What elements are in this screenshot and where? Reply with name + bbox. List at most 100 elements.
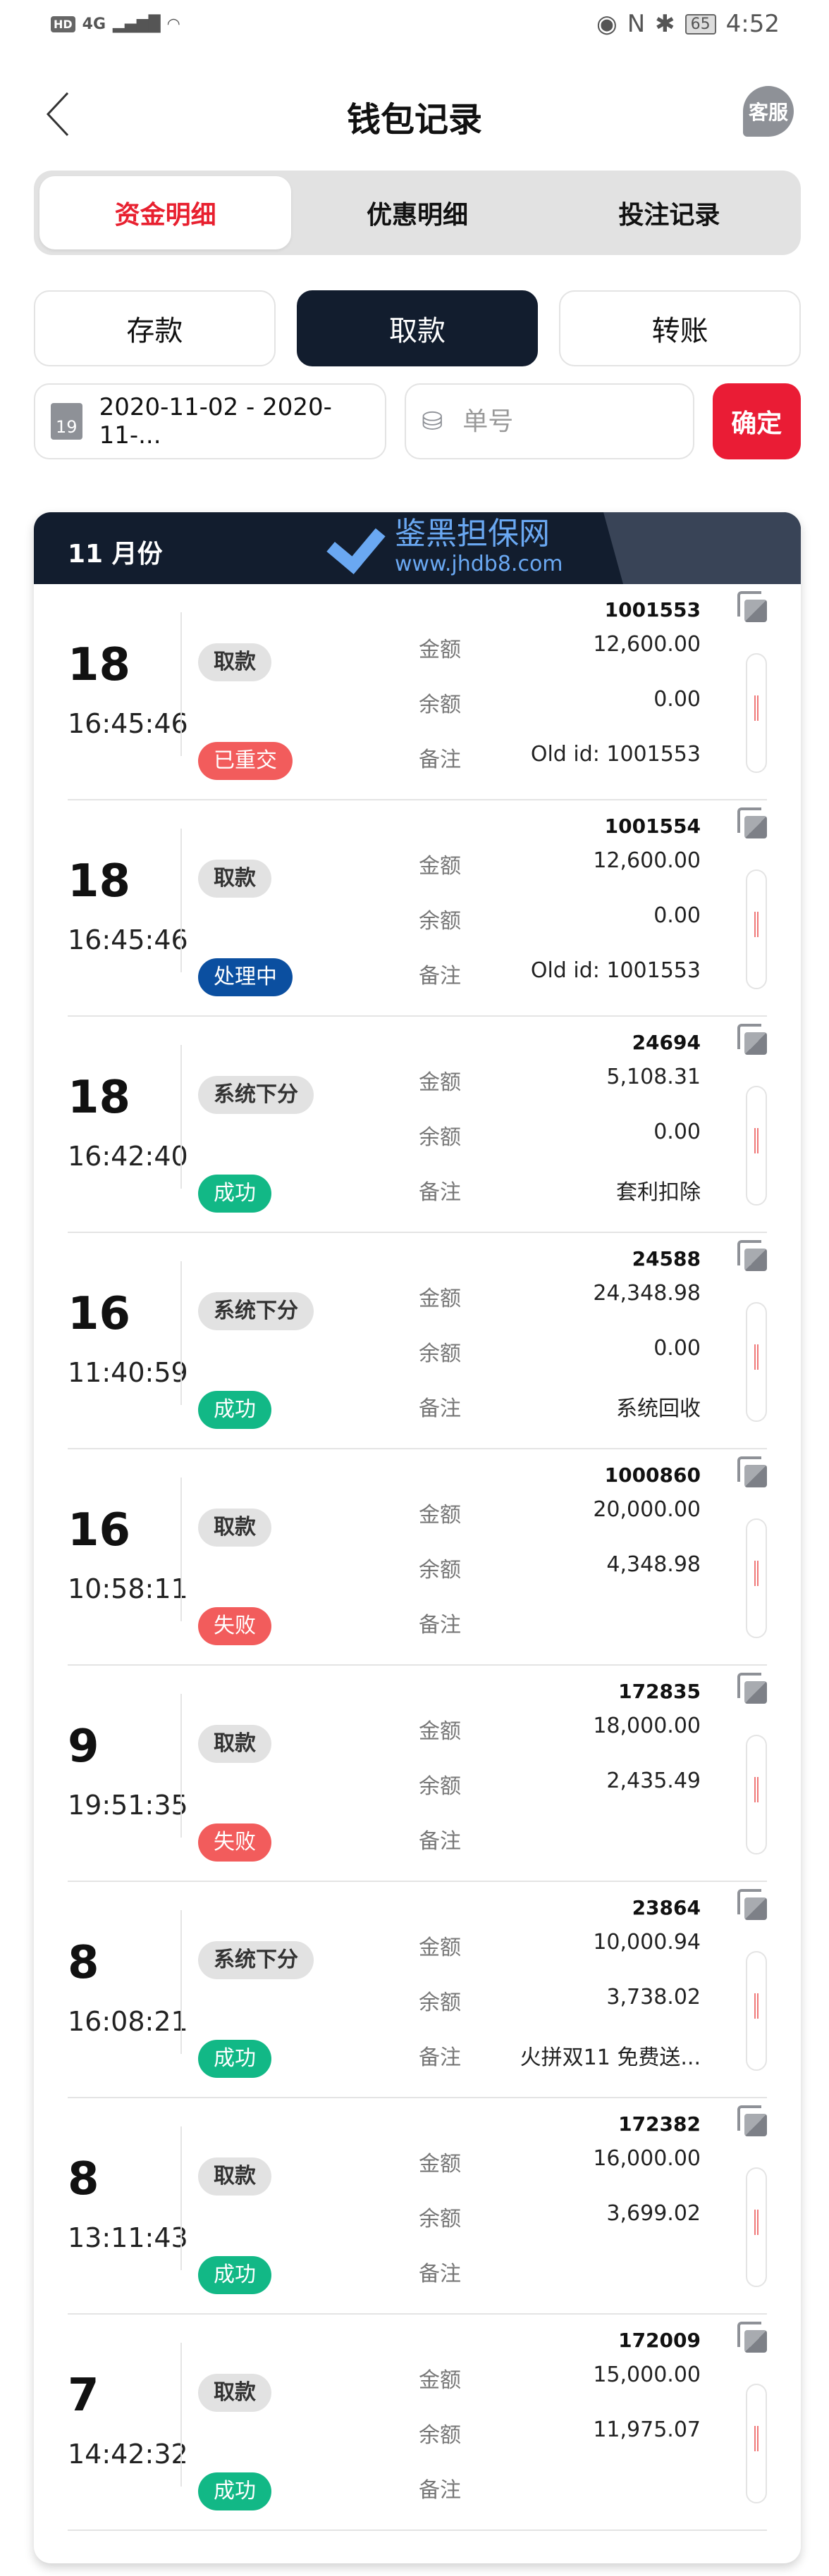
remark-label: 备注 bbox=[419, 1829, 461, 1854]
balance-value: 4,348.98 bbox=[606, 1552, 701, 1577]
back-icon[interactable] bbox=[45, 92, 73, 137]
status-badge: 已重交 bbox=[198, 742, 293, 780]
order-number: 172009 bbox=[618, 2329, 701, 2352]
tab-fund-details[interactable]: 资金明细 bbox=[39, 176, 292, 249]
amount-value: 15,000.00 bbox=[593, 2363, 701, 2387]
type-badge: 取款 bbox=[198, 643, 271, 681]
grip-icon bbox=[754, 2210, 759, 2235]
copy-icon[interactable] bbox=[737, 1673, 767, 1704]
record-row[interactable]: 16 11:40:59 系统下分 成功 24588 金额 余额 备注 24,34… bbox=[68, 1233, 767, 1449]
order-number: 23864 bbox=[632, 1896, 701, 1919]
amount-value: 10,000.94 bbox=[593, 1930, 701, 1955]
order-number: 1000860 bbox=[604, 1463, 701, 1487]
record-time: 13:11:43 bbox=[68, 2222, 188, 2253]
status-badge: 成功 bbox=[198, 2256, 271, 2294]
copy-icon[interactable] bbox=[737, 2105, 767, 2136]
divider bbox=[180, 2126, 182, 2270]
record-row[interactable]: 18 16:45:46 取款 已重交 1001553 金额 余额 备注 12,6… bbox=[68, 584, 767, 800]
copy-icon[interactable] bbox=[737, 1240, 767, 1271]
withdraw-button[interactable]: 取款 bbox=[296, 290, 539, 366]
order-number: 24694 bbox=[632, 1031, 701, 1054]
type-badge: 取款 bbox=[198, 860, 271, 898]
status-badge: 成功 bbox=[198, 1391, 271, 1429]
grip-icon bbox=[754, 1128, 759, 1153]
record-day: 7 bbox=[68, 2370, 99, 2422]
row-scroll-handle[interactable] bbox=[746, 1951, 767, 2071]
status-bar: HD 4G ▂▄▆█ ◠ ◉ N ✱ 65 4:52 bbox=[0, 0, 829, 56]
row-scroll-handle[interactable] bbox=[746, 869, 767, 989]
tab-promo-details[interactable]: 优惠明细 bbox=[366, 201, 468, 230]
type-badge: 取款 bbox=[198, 1725, 271, 1763]
divider bbox=[180, 829, 182, 972]
row-scroll-handle[interactable] bbox=[746, 2384, 767, 2503]
month-header: 11 月份 bbox=[34, 512, 801, 584]
status-badge: 成功 bbox=[198, 2040, 271, 2078]
record-day: 9 bbox=[68, 1721, 99, 1773]
copy-icon[interactable] bbox=[737, 2322, 767, 2353]
row-scroll-handle[interactable] bbox=[746, 1086, 767, 1206]
row-scroll-handle[interactable] bbox=[746, 1302, 767, 1422]
amount-label: 金额 bbox=[419, 854, 461, 879]
amount-label: 金额 bbox=[419, 2368, 461, 2393]
copy-icon[interactable] bbox=[737, 807, 767, 838]
copy-icon[interactable] bbox=[737, 1889, 767, 1920]
row-scroll-handle[interactable] bbox=[746, 1518, 767, 1638]
order-number-input[interactable] bbox=[462, 407, 661, 436]
record-day: 18 bbox=[68, 855, 131, 908]
database-search-icon: ⛁ bbox=[422, 407, 443, 436]
copy-icon[interactable] bbox=[737, 591, 767, 622]
amount-value: 5,108.31 bbox=[606, 1065, 701, 1089]
deposit-button[interactable]: 存款 bbox=[34, 290, 276, 366]
amount-value: 20,000.00 bbox=[593, 1497, 701, 1522]
order-search: ⛁ bbox=[405, 383, 694, 459]
amount-label: 金额 bbox=[419, 1719, 461, 1744]
balance-label: 余额 bbox=[419, 1558, 461, 1583]
date-range-picker[interactable]: 19 2020-11-02 - 2020-11-... bbox=[34, 383, 387, 459]
row-scroll-handle[interactable] bbox=[746, 2167, 767, 2287]
header-decoration bbox=[603, 512, 801, 584]
status-badge: 处理中 bbox=[198, 958, 293, 996]
calendar-icon: 19 bbox=[51, 403, 82, 440]
copy-icon[interactable] bbox=[737, 1456, 767, 1487]
remark-label: 备注 bbox=[419, 964, 461, 989]
amount-label: 金额 bbox=[419, 1287, 461, 1311]
type-badge: 系统下分 bbox=[198, 1941, 314, 1979]
remark-label: 备注 bbox=[419, 2478, 461, 2503]
record-row[interactable]: 8 16:08:21 系统下分 成功 23864 金额 余额 备注 10,000… bbox=[68, 1882, 767, 2098]
amount-value: 16,000.00 bbox=[593, 2146, 701, 2171]
amount-value: 12,600.00 bbox=[593, 632, 701, 657]
remark-label: 备注 bbox=[419, 1613, 461, 1637]
row-scroll-handle[interactable] bbox=[746, 653, 767, 773]
type-badge: 系统下分 bbox=[198, 1292, 314, 1330]
divider bbox=[180, 1910, 182, 2054]
transfer-button[interactable]: 转账 bbox=[559, 290, 802, 366]
balance-label: 余额 bbox=[419, 1125, 461, 1150]
remark-value: 套利扣除 bbox=[616, 1180, 701, 1205]
balance-label: 余额 bbox=[419, 1774, 461, 1799]
order-number: 1001553 bbox=[604, 598, 701, 621]
record-row[interactable]: 9 19:51:35 取款 失败 172835 金额 余额 备注 18,000.… bbox=[68, 1666, 767, 1882]
balance-label: 余额 bbox=[419, 2423, 461, 2448]
grip-icon bbox=[754, 912, 759, 937]
signal-icon: ▂▄▆█ bbox=[113, 16, 161, 33]
record-row[interactable]: 16 10:58:11 取款 失败 1000860 金额 余额 备注 20,00… bbox=[68, 1449, 767, 1666]
record-time: 16:08:21 bbox=[68, 2006, 188, 2037]
month-label: 11 月份 bbox=[68, 540, 163, 569]
records-card: 11 月份 18 16:45:46 取款 已重交 1001553 金额 余额 备… bbox=[34, 512, 801, 2563]
type-badge: 系统下分 bbox=[198, 1076, 314, 1114]
customer-service-button[interactable]: 客服 bbox=[743, 86, 794, 137]
record-row[interactable]: 8 13:11:43 取款 成功 172382 金额 余额 备注 16,000.… bbox=[68, 2098, 767, 2315]
row-scroll-handle[interactable] bbox=[746, 1735, 767, 1854]
record-row[interactable]: 7 14:42:32 取款 成功 172009 金额 余额 备注 15,000.… bbox=[68, 2315, 767, 2531]
copy-icon[interactable] bbox=[737, 1024, 767, 1055]
confirm-button[interactable]: 确定 bbox=[712, 383, 801, 459]
record-row[interactable]: 18 16:45:46 取款 处理中 1001554 金额 余额 备注 12,6… bbox=[68, 800, 767, 1017]
tab-bet-records[interactable]: 投注记录 bbox=[618, 201, 720, 230]
record-row[interactable]: 18 16:42:40 系统下分 成功 24694 金额 余额 备注 5,108… bbox=[68, 1017, 767, 1233]
remark-label: 备注 bbox=[419, 1180, 461, 1205]
status-badge: 成功 bbox=[198, 2472, 271, 2510]
balance-value: 0.00 bbox=[653, 903, 701, 928]
grip-icon bbox=[754, 1561, 759, 1586]
balance-value: 11,975.07 bbox=[593, 2417, 701, 2442]
record-day: 16 bbox=[68, 1288, 131, 1340]
